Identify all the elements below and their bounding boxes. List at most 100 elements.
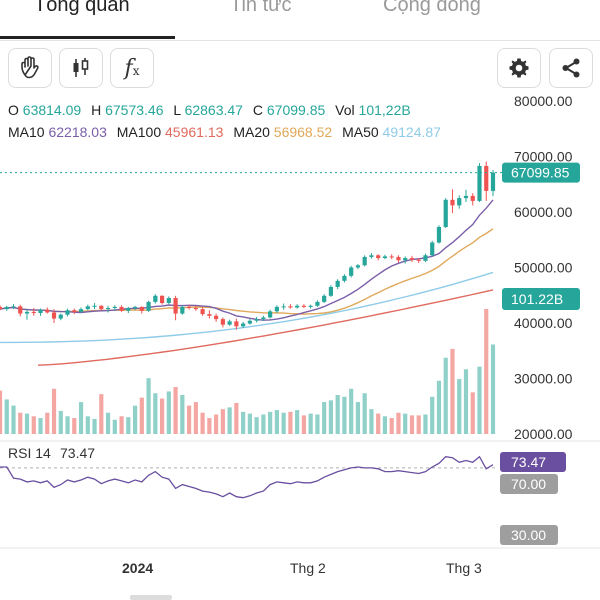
candle-body [477, 165, 482, 201]
volume-bar [342, 396, 347, 434]
volume-bar [18, 412, 23, 434]
tab-community[interactable]: Cộng đồng [383, 0, 481, 16]
candle-body [105, 308, 111, 310]
ma20-line [0, 228, 494, 315]
ma-layer [0, 199, 494, 366]
candle-body [430, 242, 435, 256]
candle-body [261, 317, 266, 320]
gear-icon [507, 56, 531, 80]
candle-body [45, 309, 50, 313]
candle-body [38, 309, 43, 314]
candle-body [335, 280, 340, 287]
candle-body [139, 306, 144, 311]
candle-body [65, 310, 70, 315]
rsi-lower-badge-text: 30.00 [511, 527, 546, 543]
candle-body [72, 310, 77, 312]
rsi-value-badge [500, 452, 566, 472]
candle-body [342, 275, 347, 281]
volume-bar [362, 393, 367, 434]
candle-body [119, 306, 124, 311]
candle-body [308, 305, 313, 307]
volume-bar [24, 413, 30, 434]
share-button[interactable] [549, 48, 593, 88]
ma10-label: MA10 [8, 124, 45, 140]
ma-legend: MA10 62218.03 MA100 45961.13 MA20 56968.… [8, 124, 447, 140]
candle-body [193, 308, 198, 310]
candle-body [58, 314, 63, 319]
low-value: 62863.47 [184, 102, 243, 118]
candle-body [112, 306, 117, 309]
volume-bar [409, 415, 415, 434]
x-tick-label: Thg 2 [290, 560, 326, 576]
volume-bar [423, 414, 428, 434]
volume-bar [227, 407, 232, 434]
volume-bar [403, 413, 408, 434]
candle-body [295, 305, 300, 308]
settings-button[interactable] [497, 48, 541, 88]
volume-bar [234, 402, 239, 434]
low-label: L [173, 102, 181, 118]
candle-body [274, 306, 279, 312]
volume-bar [187, 405, 192, 434]
ma10-value: 62218.03 [48, 124, 107, 140]
chart-type-button[interactable] [59, 48, 103, 88]
candle-body [51, 312, 57, 319]
tab-news[interactable]: Tin tức [230, 0, 292, 16]
ma50-value: 49124.87 [382, 124, 441, 140]
volume-bar [477, 366, 482, 434]
candle-body [315, 301, 320, 306]
y-tick-label: 40000.00 [514, 315, 573, 331]
y-tick-label: 50000.00 [514, 260, 573, 276]
candle-body [187, 306, 192, 309]
candle-body [436, 226, 442, 243]
volume-bar [247, 413, 252, 434]
candle-body [457, 198, 462, 206]
candle-body [153, 295, 158, 302]
last-price-badge-text: 67099.85 [511, 165, 570, 181]
indicators-button[interactable]: fx [110, 48, 154, 88]
volume-badge [502, 288, 580, 310]
y-tick-label: 60000.00 [514, 204, 573, 220]
open-label: O [8, 102, 19, 118]
volume-label: Vol [335, 102, 355, 118]
candle-body [31, 311, 36, 314]
candle-body [463, 195, 469, 199]
volume-bar [38, 418, 43, 434]
candle-body [11, 306, 16, 308]
volume-bar [389, 418, 394, 434]
volume-bar [416, 415, 421, 434]
volume-bar [220, 409, 225, 434]
candle-body [268, 311, 273, 318]
volume-bar [254, 417, 259, 434]
ma100-line [37, 289, 494, 366]
volume-bar [200, 412, 205, 434]
candle-body [443, 199, 448, 227]
volume-bar [376, 413, 381, 434]
volume-bar [274, 410, 279, 434]
tab-overview[interactable]: Tổng quan [34, 0, 130, 16]
volume-bar [308, 413, 313, 434]
volume-bar [146, 378, 151, 434]
rsi-line [0, 455, 494, 499]
volume-bar [139, 397, 144, 434]
candle-body [328, 286, 334, 296]
volume-bar [51, 388, 57, 434]
candle-body [214, 315, 219, 320]
volume-bar [65, 416, 70, 434]
volume-bar [268, 411, 273, 434]
candle-body [484, 165, 489, 191]
drawing-tools-button[interactable] [8, 48, 52, 88]
ma50-line [0, 271, 494, 344]
ma20-label: MA20 [233, 124, 270, 140]
candle-body [376, 255, 381, 259]
candle-body [382, 256, 388, 259]
candle-body [220, 319, 225, 325]
candle-body [159, 295, 165, 304]
y-tick-label: 30000.00 [514, 371, 573, 387]
volume-bar [173, 387, 178, 434]
volume-bar [335, 394, 340, 434]
volume-bar [463, 369, 469, 434]
candle-body [403, 258, 408, 261]
volume-bar [457, 379, 462, 434]
